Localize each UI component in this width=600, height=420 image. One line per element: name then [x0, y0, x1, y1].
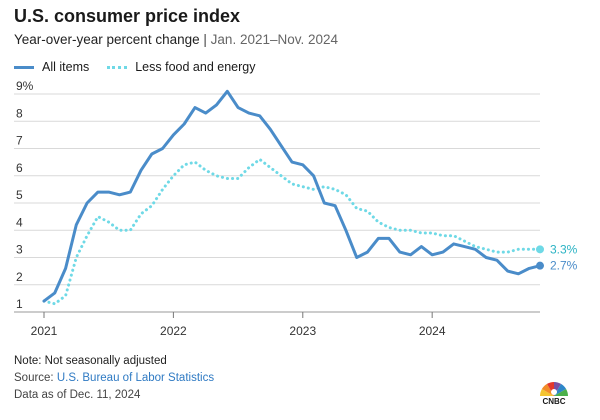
legend-swatch-solid: [14, 65, 34, 69]
series-line-all-items: [42, 89, 542, 303]
y-tick-label: 5: [16, 188, 23, 202]
source-link[interactable]: U.S. Bureau of Labor Statistics: [56, 372, 215, 384]
peacock-body: [551, 389, 557, 395]
y-tick-label: 1: [16, 297, 23, 311]
cnbc-peacock-icon: [540, 382, 568, 396]
grid-lines: [14, 93, 540, 313]
source-prefix: Source:: [14, 372, 57, 384]
cnbc-logo: CNBC: [539, 378, 569, 412]
legend-label-all-items: All items: [42, 60, 90, 74]
peacock-feather: [540, 389, 554, 396]
series-end-label: 3.3%: [550, 242, 578, 256]
y-tick-label: 4: [16, 215, 23, 229]
y-axis-tick-labels: 1 2 3 4 5 6 7 8 9%: [16, 80, 34, 311]
line-chart: 1 2 3 4 5 6 7 8 9% 2021 2022 2023 2024 3.3% 2.7%: [14, 80, 578, 338]
series-end-label: 2.7%: [550, 259, 578, 273]
x-axis-ticks: 2021 2022 2023 2024: [14, 311, 540, 338]
legend-label-core: Less food and energy: [135, 60, 256, 74]
subtitle-main: Year-over-year percent change: [14, 32, 200, 47]
y-tick-label: 2: [16, 270, 23, 284]
y-tick-label: 7: [16, 134, 23, 148]
source-line: Source: U.S. Bureau of Labor Statistics: [14, 372, 214, 384]
footnote: Note: Not seasonally adjusted: [14, 355, 167, 367]
x-tick-label: 2022: [160, 324, 187, 338]
y-tick-label: 8: [16, 106, 23, 120]
legend-item-core: Less food and energy: [107, 60, 255, 74]
end-labels: 3.3% 2.7%: [536, 242, 578, 273]
x-tick-label: 2023: [289, 324, 316, 338]
chart-title: U.S. consumer price index: [14, 6, 241, 26]
subtitle-period: Jan. 2021–Nov. 2024: [210, 32, 339, 47]
cnbc-logo-text: CNBC: [542, 397, 566, 406]
peacock-feather: [554, 383, 567, 396]
legend-swatch-dotted: [107, 65, 128, 69]
subtitle-separator: |: [203, 32, 207, 47]
legend-item-all-items: All items: [14, 60, 89, 74]
x-tick-label: 2024: [419, 324, 446, 338]
peacock-feather: [554, 389, 568, 396]
y-tick-label: 6: [16, 161, 23, 175]
x-tick-label: 2021: [31, 324, 58, 338]
chart-subtitle: Year-over-year percent change | Jan. 202…: [14, 32, 338, 47]
data-as-of: Data as of Dec. 11, 2024: [14, 389, 141, 401]
peacock-feather: [541, 383, 554, 396]
chart-legend: All items Less food and energy: [14, 60, 273, 74]
y-tick-label: 9%: [16, 80, 34, 93]
series-line-core: [42, 157, 542, 306]
series-end-point: [536, 261, 544, 270]
y-tick-label: 3: [16, 243, 23, 257]
series-lines: [42, 89, 542, 306]
series-end-point: [536, 245, 544, 254]
